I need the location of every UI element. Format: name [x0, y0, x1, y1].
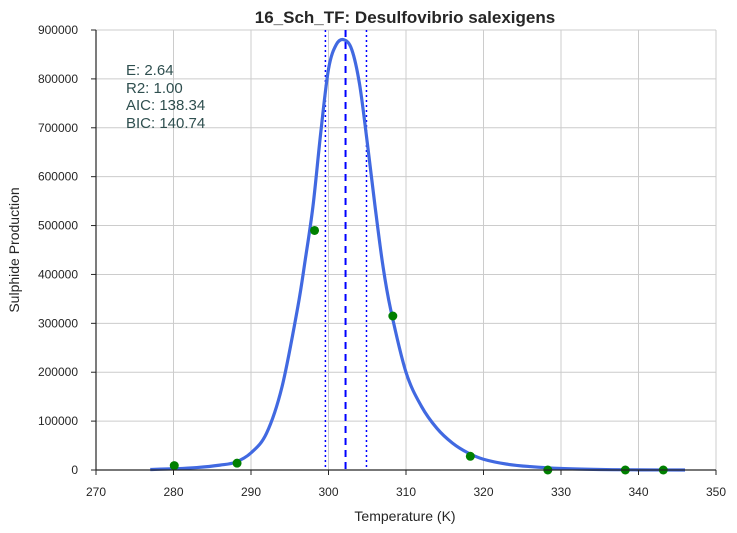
x-tick-label: 300 [318, 485, 338, 499]
data-point [465, 451, 475, 461]
data-point [388, 311, 398, 321]
y-tick-label: 100000 [38, 414, 78, 428]
y-tick-labels: 0 100000 200000 300000 400000 500000 600000 700… [38, 23, 78, 477]
y-tick-label: 600000 [38, 170, 78, 184]
x-tick-label: 320 [473, 485, 493, 499]
y-tick-label: 300000 [38, 316, 78, 330]
data-point [169, 461, 179, 471]
x-tick-labels: 270 280 290 300 310 320 330 340 350 [86, 485, 726, 499]
y-tick-label: 800000 [38, 72, 78, 86]
y-tick-label: 500000 [38, 219, 78, 233]
x-tick-label: 280 [163, 485, 183, 499]
grid-lines [95, 29, 717, 471]
y-tick-label: 0 [71, 463, 78, 477]
annotation-aic: AIC: 138.34 [126, 97, 205, 114]
data-point [232, 458, 242, 468]
y-tick-label: 900000 [38, 23, 78, 37]
annotation-r2: R2: 1.00 [126, 80, 183, 97]
reference-vlines [324, 30, 368, 470]
x-axis-label: Temperature (K) [354, 508, 455, 524]
fitted-curve-series [150, 37, 686, 472]
axes [91, 29, 717, 475]
x-tick-label: 350 [706, 485, 726, 499]
y-tick-label: 700000 [38, 121, 78, 135]
y-tick-label: 400000 [38, 267, 78, 281]
annotation-bic: BIC: 140.74 [126, 115, 205, 132]
data-point [310, 225, 320, 235]
chart-title: 16_Sch_TF: Desulfovibrio salexigens [255, 8, 555, 27]
annotation-e: E: 2.64 [126, 62, 174, 79]
x-tick-label: 330 [551, 485, 571, 499]
x-tick-label: 270 [86, 485, 106, 499]
x-tick-label: 340 [628, 485, 648, 499]
x-tick-label: 290 [241, 485, 261, 499]
y-tick-label: 200000 [38, 365, 78, 379]
y-axis-label: Sulphide Production [6, 187, 22, 312]
observed-points-series [169, 225, 668, 475]
x-tick-label: 310 [396, 485, 416, 499]
fitted-curve-line [150, 37, 686, 472]
